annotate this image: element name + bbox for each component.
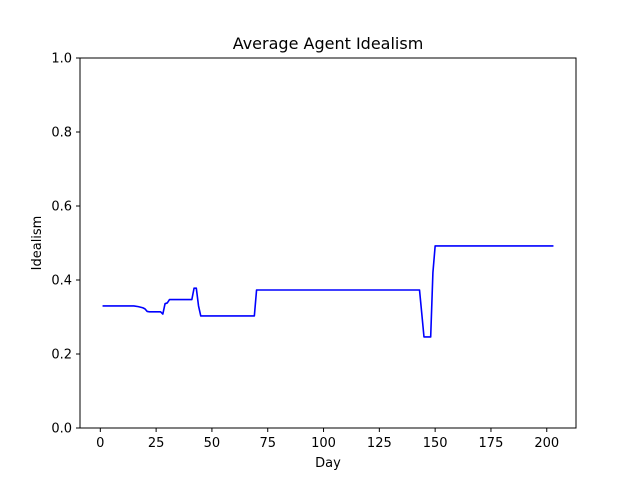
y-axis-label: Idealism — [30, 216, 45, 271]
x-axis-label: Day — [315, 456, 341, 471]
y-tick-label: 0.2 — [51, 348, 72, 363]
y-tick-label: 0.8 — [51, 126, 72, 141]
y-tick-label: 1.0 — [51, 52, 72, 67]
x-axis-ticks: 0 25 50 75 100 125 150 175 200 — [96, 428, 559, 451]
chart-title: Average Agent Idealism — [233, 34, 424, 53]
x-tick-label: 200 — [534, 436, 559, 451]
plot-area — [80, 58, 576, 428]
y-tick-label: 0.0 — [51, 422, 72, 437]
series-layer — [102, 245, 554, 338]
x-tick-label: 25 — [148, 436, 165, 451]
x-tick-label: 75 — [259, 436, 276, 451]
y-axis-ticks: 0.0 0.2 0.4 0.6 0.8 1.0 — [51, 52, 80, 437]
x-tick-label: 125 — [367, 436, 392, 451]
x-tick-label: 0 — [96, 436, 104, 451]
plot-frame — [79, 57, 577, 429]
x-tick-label: 100 — [311, 436, 336, 451]
series-line — [102, 245, 554, 338]
y-tick-label: 0.4 — [51, 274, 72, 289]
x-tick-label: 150 — [423, 436, 448, 451]
x-tick-label: 175 — [479, 436, 504, 451]
x-tick-label: 50 — [204, 436, 221, 451]
y-tick-label: 0.6 — [51, 200, 72, 215]
